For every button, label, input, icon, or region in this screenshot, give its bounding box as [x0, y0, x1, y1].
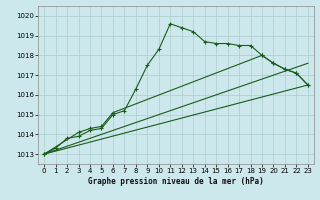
X-axis label: Graphe pression niveau de la mer (hPa): Graphe pression niveau de la mer (hPa) [88, 177, 264, 186]
